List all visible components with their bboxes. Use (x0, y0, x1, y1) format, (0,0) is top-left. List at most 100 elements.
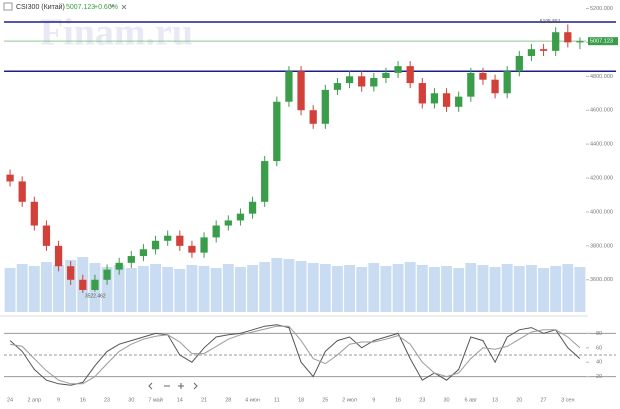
volume-bar (550, 266, 562, 312)
volume-bar (210, 268, 222, 312)
candle-body (212, 225, 220, 238)
x-tick-label: 2 апр (27, 397, 41, 403)
volume-bar (234, 267, 246, 312)
y-tick-label: 4400.000 (590, 142, 613, 148)
volume-bar (40, 262, 52, 312)
y-tick-label: 4800.000 (590, 74, 613, 80)
volume-bar (259, 262, 271, 312)
volume-bar (538, 268, 550, 312)
high-label: 5105.551 (540, 19, 561, 25)
header-icons[interactable] (109, 4, 127, 10)
x-tick-label: 9 (372, 397, 375, 403)
volume-bar (489, 267, 501, 312)
menu-icon[interactable] (3, 2, 13, 11)
candle-body (370, 78, 378, 87)
candle-body (382, 72, 390, 78)
volume-bar (137, 266, 149, 312)
x-tick-label: 25 (322, 397, 328, 403)
x-tick-label: 23 (419, 397, 425, 403)
x-tick-label: 24 (7, 397, 13, 403)
candle-body (527, 49, 536, 56)
candle-body (406, 66, 414, 84)
x-tick-label: 2 июл (342, 397, 357, 403)
candle-body (479, 72, 487, 80)
volume-bar (198, 266, 210, 312)
x-tick-label: 16 (80, 397, 86, 403)
volume-bar (465, 263, 477, 312)
y-tick-label: 4200.000 (590, 175, 613, 181)
volume-bar (283, 259, 295, 312)
y-tick-label: 3600.000 (590, 277, 613, 283)
volume-bar (392, 264, 404, 312)
candle-body (236, 213, 245, 221)
volume-bar (271, 258, 283, 312)
y-tick-label: 80 (596, 331, 602, 337)
nav-controls[interactable] (148, 382, 198, 390)
candle-body (164, 235, 172, 241)
candle-body (394, 66, 402, 73)
volume-bar (53, 265, 65, 312)
x-tick-label: 18 (298, 397, 304, 403)
candle-body (151, 240, 160, 250)
x-tick-label: 30 (444, 397, 450, 403)
x-tick-label: 6 авг (465, 397, 478, 403)
candle-body (273, 101, 281, 162)
candle-body (200, 237, 208, 253)
volume-bar (16, 264, 28, 312)
volume-bar (125, 268, 137, 312)
candle-body (115, 262, 123, 270)
volume-bar (501, 264, 513, 312)
x-tick-label: 11 (274, 397, 280, 403)
y-tick-label: 4000.000 (590, 209, 613, 215)
volume-bar (404, 262, 416, 312)
volume-bar (4, 268, 16, 312)
volume-bar (562, 264, 574, 312)
candle-body (467, 72, 475, 97)
candle-body (418, 83, 426, 104)
candle-body (42, 225, 51, 246)
candle-body (576, 41, 584, 43)
candle-body (430, 93, 439, 104)
candle-body (18, 181, 26, 202)
volume-bar (174, 269, 186, 312)
volume-bar (368, 263, 380, 312)
x-tick-label: 16 (395, 397, 401, 403)
volume-bar (477, 265, 489, 312)
oscillator-line (9, 324, 581, 386)
candle-body (564, 32, 572, 43)
x-tick-label: 30 (128, 397, 134, 403)
volume-bar (513, 266, 525, 312)
volume-bar (380, 266, 392, 312)
volume-bar (416, 265, 428, 312)
volume-bar (344, 265, 356, 312)
candle-body (30, 201, 38, 226)
x-tick-label: 23 (104, 397, 110, 403)
watermark: Finam.ru (40, 12, 193, 54)
volume-bar (428, 267, 440, 312)
candle-body (309, 110, 317, 124)
volume-bar (222, 264, 234, 312)
last-price: 5007.123 (66, 4, 95, 11)
volume-bar (356, 267, 368, 312)
nav-icons[interactable] (148, 382, 198, 390)
last-price-tag (588, 37, 618, 46)
candle-body (539, 49, 548, 51)
volume-bar (331, 266, 343, 312)
candle-body (442, 93, 451, 107)
candle-body (248, 201, 257, 214)
volume-bar (65, 260, 77, 312)
y-tick-label: 20 (596, 374, 602, 380)
candle-body (297, 71, 305, 111)
candle-body (515, 55, 523, 72)
y-tick-label: 40 (596, 360, 602, 366)
volume-bar (150, 264, 162, 312)
y-tick-label: 60 (596, 345, 602, 351)
x-tick-label: 14 (177, 397, 183, 403)
candle-body (503, 71, 511, 94)
candle-body (188, 245, 196, 253)
volume-bar (525, 265, 537, 312)
candle-body (91, 279, 99, 290)
candle-body (333, 83, 342, 90)
candle-body (491, 79, 499, 94)
volume-bar (186, 265, 198, 312)
